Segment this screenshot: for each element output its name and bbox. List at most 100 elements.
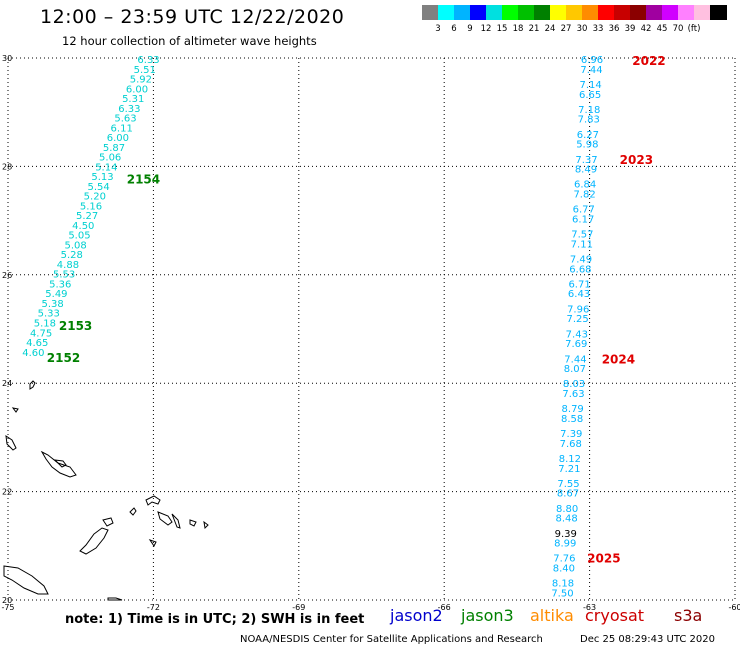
island-outline [189,519,197,527]
island-outline [79,527,109,555]
wave-height-value: 7.37 [575,155,597,166]
wave-height-value: 5.16 [80,201,102,212]
wave-height-value: 6.43 [568,289,590,300]
wave-height-value: 8.80 [556,504,578,515]
wave-height-value: 7.96 [567,304,589,315]
wave-height-value: 6.00 [126,84,148,95]
lat-tick-label: 26 [2,271,12,280]
legend-swatch [694,5,711,20]
lat-tick-label: 30 [2,54,12,63]
wave-height-value: 7.68 [560,439,582,450]
wave-height-value: 4.88 [57,260,79,271]
lon-tick-label: -63 [583,603,596,612]
legend-label: 3 [435,24,441,34]
island-outline [157,511,173,526]
wave-height-value: 5.14 [95,162,117,173]
legend-swatch [454,5,471,20]
wave-height-value: 5.33 [38,309,60,320]
wave-height-value: 6.33 [137,55,159,66]
wave-height-value: 5.54 [88,182,110,193]
wave-height-value: 5.06 [99,153,121,164]
legend-swatch [470,5,487,20]
legend-swatch [710,5,727,20]
legend-label: 21 [528,24,540,34]
wave-height-value: 5.63 [114,114,136,125]
legend-swatch [534,5,551,20]
wave-height-value: 7.63 [562,389,584,400]
wave-height-value: 5.18 [34,318,56,329]
wave-height-value: 7.55 [557,479,579,490]
legend-label: 24 [544,24,556,34]
satellite-s3a: s3a [674,606,703,625]
wave-height-value: 4.50 [72,221,94,232]
wave-height-value: 6.68 [569,264,591,275]
wave-height-value: 5.36 [49,279,71,290]
wave-height-value: 7.83 [578,115,600,126]
pass-time-tag: 2153 [59,319,92,333]
pass-time-tag: 2022 [632,54,665,68]
footer-note: note: 1) Time is in UTC; 2) SWH is in fe… [65,612,365,627]
island-outline [3,565,49,595]
wave-height-value: 5.28 [61,250,83,261]
legend-label: 6 [451,24,457,34]
legend-swatch [678,5,695,20]
wave-height-value: 4.75 [30,328,52,339]
chart-title: 12:00 – 23:59 UTC 12/22/2020 [40,6,345,28]
legend-swatch [566,5,583,20]
wave-height-value: 7.76 [553,554,575,565]
pass-time-tag: 2023 [620,153,653,167]
wave-height-value: 5.92 [130,75,152,86]
legend-label: 27 [560,24,572,34]
coastline-islands [3,380,209,601]
legend-label: 36 [608,24,620,34]
legend-swatch [486,5,503,20]
satellite-jason2: jason2 [390,606,443,625]
wave-height-value: 8.79 [562,404,584,415]
wave-height-value: 7.21 [558,464,580,475]
wave-height-value: 7.50 [551,588,573,599]
wave-height-value: 8.07 [564,364,586,375]
legend-swatch [630,5,647,20]
wave-height-value: 9.39 [555,529,577,540]
wave-height-value: 7.57 [571,230,593,241]
legend-swatch [646,5,663,20]
island-outline [203,520,209,530]
wave-height-value: 7.82 [573,190,595,201]
wave-height-value: 7.18 [578,105,600,116]
lon-tick-label: -72 [147,603,160,612]
island-outline [29,380,36,390]
legend-swatch [518,5,535,20]
wave-height-value: 6.33 [118,104,140,115]
island-outline [53,459,67,468]
legend-swatch [550,5,567,20]
wave-height-value: 5.08 [64,240,86,251]
wave-height-value: 8.99 [554,539,576,550]
wave-height-value: 7.49 [570,255,592,266]
legend-label: 15 [496,24,508,34]
wave-height-value: 8.67 [557,489,579,500]
wave-height-value: 5.98 [576,140,598,151]
wave-height-value: 5.13 [91,172,113,183]
wave-height-value: 7.14 [580,80,602,91]
pass-time-tag: 2154 [127,172,160,186]
legend-label: 39 [624,24,636,34]
island-outline [148,539,157,547]
wave-height-value: 8.18 [552,579,574,590]
wave-height-value: 6.00 [107,133,129,144]
wave-height-value: 6.77 [573,205,595,216]
legend-swatch [662,5,679,20]
satellite-jason3: jason3 [461,606,514,625]
legend-swatch [614,5,631,20]
legend-swatch [582,5,599,20]
legend-label: (ft) [687,24,701,34]
wave-height-value: 8.12 [559,454,581,465]
wave-height-value: 5.31 [122,94,144,105]
island-outline [5,434,17,451]
satellite-altika: altika [530,606,574,625]
wave-height-value: 4.60 [22,348,44,359]
wave-height-value: 5.87 [103,143,125,154]
island-outline [129,507,137,516]
wave-height-value: 5.53 [53,270,75,281]
altimeter-tracks: 6.335.515.926.005.316.335.636.116.005.87… [22,55,603,599]
